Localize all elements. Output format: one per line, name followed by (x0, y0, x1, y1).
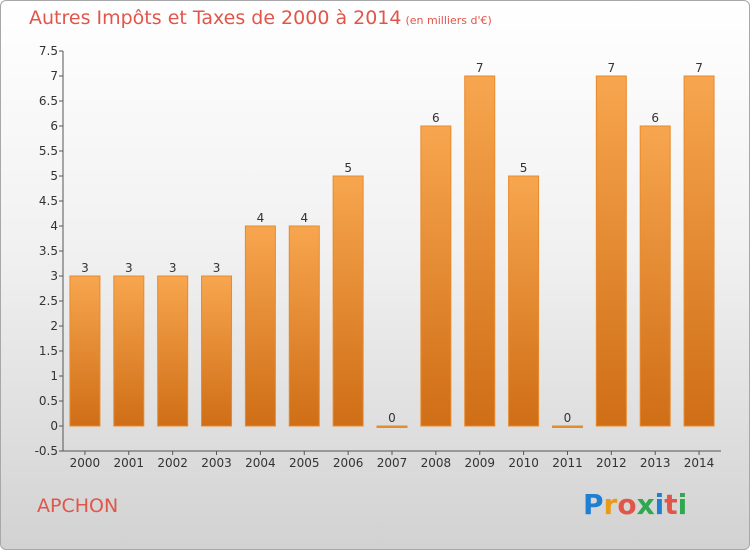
y-tick-label: 3 (50, 269, 58, 283)
y-tick-label: 2 (50, 319, 58, 333)
chart-title: Autres Impôts et Taxes de 2000 à 2014 (en… (29, 7, 492, 29)
logo-letter: P (583, 488, 604, 521)
logo-letter: i (677, 488, 688, 521)
value-label: 4 (257, 211, 265, 225)
value-label: 3 (81, 261, 89, 275)
x-tick-label: 2008 (421, 456, 452, 470)
y-tick-label: 0 (50, 419, 58, 433)
bar-2008 (420, 125, 452, 427)
value-label: 7 (608, 61, 616, 75)
place-name: APCHON (37, 495, 119, 517)
y-tick-label: 7 (50, 69, 58, 83)
bar-2009 (464, 75, 496, 427)
proxiti-logo: Proxiti (583, 488, 687, 521)
y-tick-label: 5.5 (39, 144, 58, 158)
x-tick-label: 2000 (70, 456, 101, 470)
x-tick-label: 2010 (508, 456, 539, 470)
y-tick-label: 5 (50, 169, 58, 183)
logo-letter: o (617, 488, 637, 521)
bar-2004 (244, 225, 276, 427)
x-tick-label: 2001 (114, 456, 145, 470)
value-labels: 3 3 3 3 4 4 5 0 6 7 5 0 7 6 7 (81, 61, 703, 425)
bar-2007 (376, 425, 408, 428)
bar-2013 (639, 125, 671, 427)
logo-letter: i (654, 488, 665, 521)
x-tick-label: 2006 (333, 456, 364, 470)
logo-letter: r (603, 488, 618, 521)
bar-2002 (157, 275, 189, 427)
y-tick-label: 1.5 (39, 344, 58, 358)
x-tick-label: 2014 (684, 456, 715, 470)
x-tick-label: 2002 (157, 456, 188, 470)
x-tick-label: 2012 (596, 456, 627, 470)
value-label: 7 (476, 61, 484, 75)
chart-unit: (en milliers d'€) (405, 14, 492, 27)
y-tick-label: 6.5 (39, 94, 58, 108)
y-tick-label: 2.5 (39, 294, 58, 308)
y-tick-label: 4 (50, 219, 58, 233)
x-tick-label: 2004 (245, 456, 276, 470)
value-label: 5 (344, 161, 352, 175)
bar-2001 (113, 275, 145, 427)
y-tick-label: -0.5 (35, 444, 58, 458)
x-tick-label: 2003 (201, 456, 232, 470)
bar-2011 (551, 425, 583, 428)
value-label: 5 (520, 161, 528, 175)
y-tick-label: 1 (50, 369, 58, 383)
bar-2005 (288, 225, 320, 427)
value-label: 3 (169, 261, 177, 275)
y-tick-label: 4.5 (39, 194, 58, 208)
value-label: 6 (432, 111, 440, 125)
y-tick-label: 3.5 (39, 244, 58, 258)
x-tick-label: 2011 (552, 456, 583, 470)
value-label: 3 (125, 261, 133, 275)
logo-letter: x (636, 488, 655, 521)
value-label: 7 (695, 61, 703, 75)
logo-letter: t (664, 488, 678, 521)
value-label: 3 (213, 261, 221, 275)
bar-2010 (508, 175, 540, 427)
value-label: 0 (388, 411, 396, 425)
bar-2003 (201, 275, 233, 427)
chart-title-text: Autres Impôts et Taxes de 2000 à 2014 (29, 7, 402, 29)
y-tick-label: 7.5 (39, 44, 58, 58)
bar-2014 (683, 75, 715, 427)
y-tick-label: 6 (50, 119, 58, 133)
bars (69, 75, 715, 428)
bar-2006 (332, 175, 364, 427)
value-label: 4 (300, 211, 308, 225)
axes: -0.5 0 0.5 1 1.5 2 2.5 3 3.5 4 4.5 5 5.5 6 6.5 7 7.5 2000… (35, 44, 721, 470)
x-tick-label: 2009 (464, 456, 495, 470)
bar-2000 (69, 275, 101, 427)
y-tick-label: 0.5 (39, 394, 58, 408)
x-tick-label: 2007 (377, 456, 408, 470)
x-tick-label: 2013 (640, 456, 671, 470)
bar-2012 (595, 75, 627, 427)
value-label: 6 (651, 111, 659, 125)
x-tick-label: 2005 (289, 456, 320, 470)
value-label: 0 (564, 411, 572, 425)
